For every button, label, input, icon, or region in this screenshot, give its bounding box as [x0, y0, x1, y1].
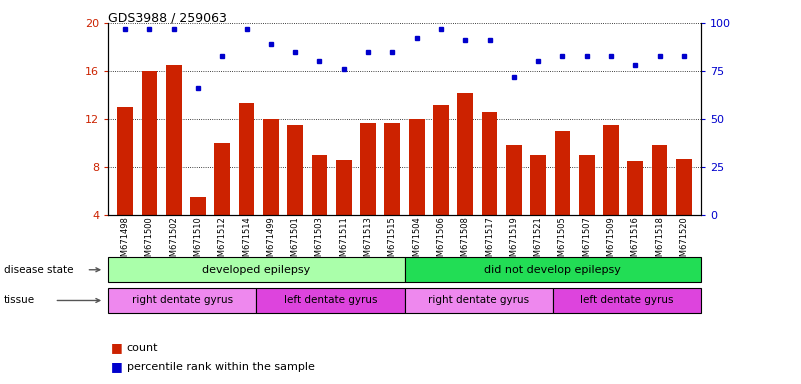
Bar	[405, 257, 701, 282]
Text: right dentate gyrus: right dentate gyrus	[131, 295, 233, 306]
Bar	[603, 125, 619, 215]
Text: ■: ■	[111, 360, 123, 373]
Bar	[166, 65, 182, 215]
Text: disease state: disease state	[4, 265, 74, 275]
Bar	[457, 93, 473, 215]
Bar	[142, 71, 157, 215]
Bar	[239, 103, 255, 215]
Text: left dentate gyrus: left dentate gyrus	[284, 295, 377, 306]
Bar	[263, 119, 279, 215]
Bar	[579, 155, 594, 215]
Bar	[384, 122, 400, 215]
Bar	[554, 131, 570, 215]
Bar	[215, 143, 230, 215]
Text: left dentate gyrus: left dentate gyrus	[580, 295, 674, 306]
Text: count: count	[127, 343, 158, 353]
Text: ■: ■	[111, 341, 123, 354]
Text: developed epilepsy: developed epilepsy	[202, 265, 311, 275]
Text: right dentate gyrus: right dentate gyrus	[428, 295, 529, 306]
Bar	[108, 257, 405, 282]
Text: tissue: tissue	[4, 295, 35, 306]
Text: percentile rank within the sample: percentile rank within the sample	[127, 362, 315, 372]
Bar	[652, 146, 667, 215]
Bar	[117, 107, 133, 215]
Bar	[481, 112, 497, 215]
Bar	[676, 159, 692, 215]
Text: did not develop epilepsy: did not develop epilepsy	[485, 265, 621, 275]
Text: GDS3988 / 259063: GDS3988 / 259063	[108, 12, 227, 25]
Bar	[288, 125, 303, 215]
Bar	[530, 155, 546, 215]
Bar	[108, 288, 256, 313]
Bar	[433, 104, 449, 215]
Bar	[553, 288, 701, 313]
Bar	[312, 155, 328, 215]
Bar	[336, 160, 352, 215]
Bar	[506, 146, 521, 215]
Bar	[256, 288, 405, 313]
Bar	[409, 119, 425, 215]
Bar	[360, 122, 376, 215]
Bar	[627, 161, 643, 215]
Bar	[405, 288, 553, 313]
Bar	[190, 197, 206, 215]
